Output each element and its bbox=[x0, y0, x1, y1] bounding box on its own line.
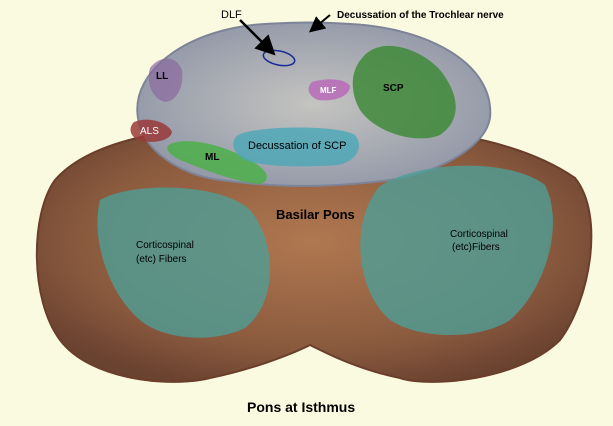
corticospinal-right-overlay bbox=[360, 165, 553, 335]
label-corticospinal-left-1: Corticospinal bbox=[136, 240, 194, 251]
label-corticospinal-right-2: (etc)Fibers bbox=[452, 242, 500, 253]
label-scp: SCP bbox=[383, 83, 404, 94]
label-decussation-scp: Decussation of SCP bbox=[248, 140, 346, 152]
ml-overlay bbox=[167, 141, 267, 184]
label-dlf: DLF bbox=[221, 9, 242, 21]
als-overlay bbox=[130, 119, 172, 142]
dlf-arrow bbox=[239, 19, 276, 56]
label-decussation-trochlear: Decussation of the Trochlear nerve bbox=[337, 10, 504, 21]
scp-overlay bbox=[352, 45, 456, 139]
figure-caption: Pons at Isthmus bbox=[247, 399, 355, 415]
label-als: ALS bbox=[140, 126, 159, 137]
decussation-scp-overlay bbox=[233, 127, 359, 167]
corticospinal-left-overlay bbox=[97, 187, 270, 338]
label-mlf: MLF bbox=[320, 86, 337, 95]
label-corticospinal-left-2: (etc) Fibers bbox=[136, 254, 187, 265]
mlf-overlay bbox=[308, 79, 350, 101]
ll-overlay bbox=[148, 58, 183, 102]
label-corticospinal-right-1: Corticospinal bbox=[450, 229, 508, 240]
label-ll: LL bbox=[156, 71, 168, 82]
label-ml: ML bbox=[205, 152, 219, 163]
label-basilar-pons: Basilar Pons bbox=[276, 207, 355, 222]
trochlear-arrow bbox=[308, 14, 331, 33]
